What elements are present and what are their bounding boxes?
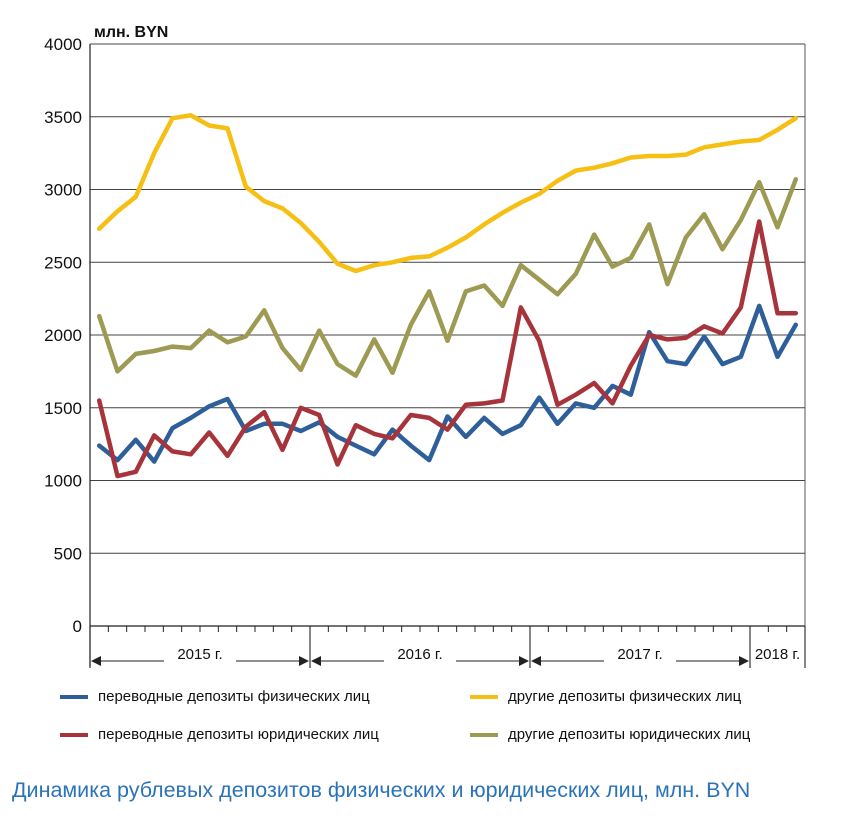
- x-axis: 2015 г. 2016 г. 2017 г. 2018 г.: [89, 626, 806, 668]
- arrow-left-icon: [311, 656, 321, 666]
- legend-item: переводные депозиты юридических лиц: [60, 726, 379, 743]
- arrow-left-icon: [531, 656, 541, 666]
- legend-label: переводные депозиты юридических лиц: [98, 726, 379, 743]
- y-tick-label: 4000: [44, 35, 82, 54]
- legend-swatch: [470, 695, 498, 700]
- arrow-left-icon: [91, 656, 101, 666]
- y-axis-unit-label: млн. BYN: [94, 24, 168, 41]
- grid-lines: [89, 43, 806, 666]
- year-label: 2015 г.: [177, 646, 222, 663]
- legend-swatch: [60, 733, 88, 738]
- year-label: 2018 г.: [755, 646, 800, 663]
- series-line: [96, 219, 799, 479]
- series-line: [96, 177, 799, 378]
- y-tick-label: 2000: [44, 326, 82, 345]
- y-tick-label: 3500: [44, 108, 82, 127]
- legend-item: другие депозиты юридических лиц: [470, 726, 750, 743]
- legend-swatch: [60, 695, 88, 700]
- legend-label: другие депозиты физических лиц: [508, 688, 742, 705]
- arrow-right-icon: [299, 656, 309, 666]
- y-tick-label: 1000: [44, 472, 82, 491]
- y-tick-label: 2500: [44, 253, 82, 272]
- arrow-right-icon: [519, 656, 529, 666]
- legend-label: другие депозиты юридических лиц: [508, 726, 751, 743]
- series-line: [96, 303, 799, 464]
- series-line: [96, 113, 799, 274]
- y-axis-ticks: 0 500 1000 1500 2000 2500 3000 3500 4000: [44, 35, 82, 636]
- chart-caption: Динамика рублевых депозитов физических и…: [12, 778, 751, 802]
- y-tick-label: 3000: [44, 181, 82, 200]
- legend-label: переводные депозиты физических лиц: [98, 688, 370, 705]
- y-tick-label: 1500: [44, 399, 82, 418]
- legend-item: переводные депозиты физических лиц: [60, 688, 370, 705]
- line-chart: 0 500 1000 1500 2000 2500 3000 3500 4000 млн. BY…: [44, 24, 806, 668]
- y-tick-label: 500: [54, 544, 82, 563]
- y-tick-label: 0: [73, 617, 82, 636]
- arrow-right-icon: [739, 656, 749, 666]
- year-label: 2016 г.: [397, 646, 442, 663]
- year-label: 2017 г.: [617, 646, 662, 663]
- legend-item: другие депозиты физических лиц: [470, 688, 741, 705]
- series-lines: [96, 113, 799, 479]
- legend-swatch: [470, 733, 498, 738]
